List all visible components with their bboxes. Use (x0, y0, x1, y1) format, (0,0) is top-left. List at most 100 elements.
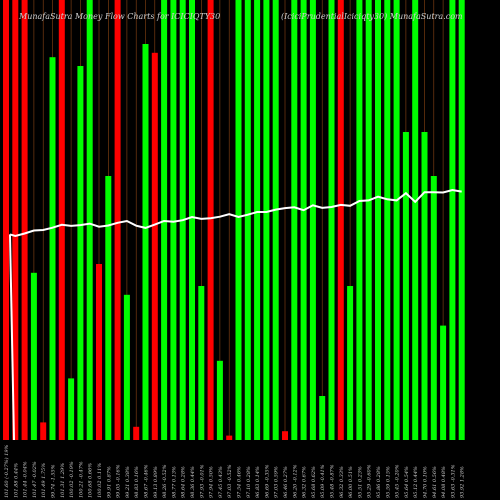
money-flow-bar (30, 272, 37, 440)
price-line (9, 188, 462, 238)
x-axis-label: 101.49 1.75% (41, 463, 47, 498)
x-axis-label: 96.32 0.67% (302, 466, 308, 498)
x-axis-label: 100.02 -0.19% (69, 461, 75, 498)
chart-title: MunafaSutra Money Flow Charts for ICICIQ… (19, 12, 221, 21)
money-flow-bar (226, 435, 233, 440)
money-flow-bar (170, 0, 177, 440)
x-axis-label: 97.93 -0.01% (199, 464, 205, 498)
x-axis-label: 101.60 (-0.27%) 19% (3, 444, 10, 498)
money-flow-bar (384, 0, 391, 440)
x-axis-label: 94.61 0.56% (432, 466, 438, 498)
x-axis-label: 98.36 0.44% (190, 466, 196, 498)
money-flow-bar (12, 0, 19, 440)
x-axis-label: 94.08 0.48% (441, 466, 447, 498)
money-flow-bar (133, 426, 140, 440)
x-axis-label: 99.21 0.38% (125, 466, 131, 498)
money-flow-bar (21, 0, 28, 440)
x-axis-label: 96.83 0.14% (255, 466, 261, 498)
money-flow-bar (244, 0, 251, 440)
x-axis-label: 101.44 -0.04% (23, 461, 29, 498)
x-axis-label: 95.09 -0.41% (320, 464, 326, 498)
x-axis-labels: 101.60 (-0.27%) 19% 101.88 0.44% 101.44 -0… (3, 444, 466, 498)
money-flow-bar (402, 132, 409, 440)
money-flow-bar (86, 0, 93, 440)
x-axis-label: 97.03 -0.52% (227, 464, 233, 498)
money-flow-bar (440, 325, 447, 440)
x-axis-label: 96.69 -0.35% (264, 464, 270, 498)
x-axis-label: 95.64 0.54% (404, 466, 410, 498)
vertical-grid-lines (5, 0, 463, 440)
x-axis-label: 98.64 0.28% (181, 466, 187, 498)
money-flow-bar (77, 66, 84, 440)
money-flow-bar (105, 176, 112, 440)
x-axis-label: 96.32 0.33% (339, 466, 345, 498)
x-axis-label: 93.63 -0.31% (450, 464, 456, 498)
money-flow-bar (114, 0, 121, 440)
money-flow-bar (96, 264, 102, 440)
money-flow-bar (198, 286, 205, 440)
x-axis-label: 99.13 0.89% (153, 466, 159, 498)
money-flow-bar (421, 132, 428, 440)
money-flow-bars (3, 0, 465, 441)
money-flow-bar (365, 0, 372, 440)
money-flow-bar (263, 0, 270, 440)
money-flow-bar (337, 0, 344, 440)
x-axis-label: 101.88 0.44% (13, 463, 19, 498)
x-axis-label: 95.29 -0.60% (367, 464, 373, 498)
x-axis-label: 101.47 -0.02% (32, 461, 38, 498)
money-flow-bar (393, 0, 400, 440)
money-flow-bar (151, 52, 158, 441)
price-line-layer (9, 188, 462, 441)
money-flow-bar (272, 0, 279, 440)
x-axis-label: 100.68 0.66% (88, 463, 94, 498)
x-axis-label: 95.59 0.15% (385, 466, 391, 498)
money-flow-bar (412, 0, 419, 440)
x-axis-label: 101.31 1.29% (60, 463, 66, 498)
x-axis-label: 95.86 0.28% (376, 466, 382, 498)
money-flow-bar (254, 0, 261, 440)
money-flow-bar (282, 431, 288, 440)
x-axis-label: 96.20 -0.12% (292, 464, 298, 498)
x-axis-label: 100.21 -0.47% (78, 461, 84, 498)
x-axis-label: 96.00 0.51% (348, 466, 354, 498)
x-axis-label: 97.94 0.50% (209, 466, 215, 498)
money-flow-bar (123, 294, 130, 440)
money-flow-bar (328, 0, 335, 440)
money-flow-bar (40, 422, 47, 440)
money-flow-bar (58, 0, 65, 440)
x-axis-label: 98.26 -0.52% (162, 464, 168, 498)
money-flow-bar (216, 360, 223, 440)
x-axis-label: 96.46 0.27% (283, 466, 289, 498)
x-axis-label: 95.48 -0.87% (330, 464, 336, 498)
money-flow-bar (3, 0, 9, 440)
x-axis-label: 94.70 0.10% (423, 466, 429, 498)
money-flow-bar (319, 396, 326, 440)
x-axis-label: 95.68 0.62% (311, 466, 317, 498)
x-axis-label: 97.03 0.59% (274, 466, 280, 498)
x-axis-label: 99.74 -1.55% (51, 464, 57, 498)
x-axis-label: 95.12 0.44% (413, 466, 419, 498)
money-flow-bar (49, 57, 56, 440)
money-flow-bar (300, 0, 307, 440)
chart-subtitle: (IciciPrudentialIciciqty30) MunafaSutra.… (281, 12, 463, 21)
x-axis-label: 93.92 1.28% (460, 466, 466, 498)
money-flow-bar (430, 176, 437, 440)
money-flow-bar (347, 286, 354, 440)
x-axis-label: 98.83 0.16% (134, 466, 140, 498)
x-axis-label: 95.45 -0.20% (395, 464, 401, 498)
x-axis-label: 97.54 0.46% (237, 466, 243, 498)
money-flow-bar (142, 44, 149, 440)
money-flow-bar (235, 0, 242, 440)
money-flow-bar (356, 0, 363, 440)
money-flow-bar (207, 0, 214, 440)
money-flow-bar (309, 0, 316, 440)
x-axis-label: 98.77 0.13% (171, 466, 177, 498)
money-flow-bar (68, 378, 75, 440)
money-flow-bar (449, 0, 456, 440)
x-axis-label: 100.02 0.11% (97, 463, 103, 498)
x-axis-label: 99.91 0.87% (106, 466, 112, 498)
money-flow-bar (291, 0, 298, 440)
x-axis-label: 95.51 0.23% (357, 466, 363, 498)
money-flow-bar (189, 0, 195, 440)
money-flow-bar (375, 0, 381, 440)
